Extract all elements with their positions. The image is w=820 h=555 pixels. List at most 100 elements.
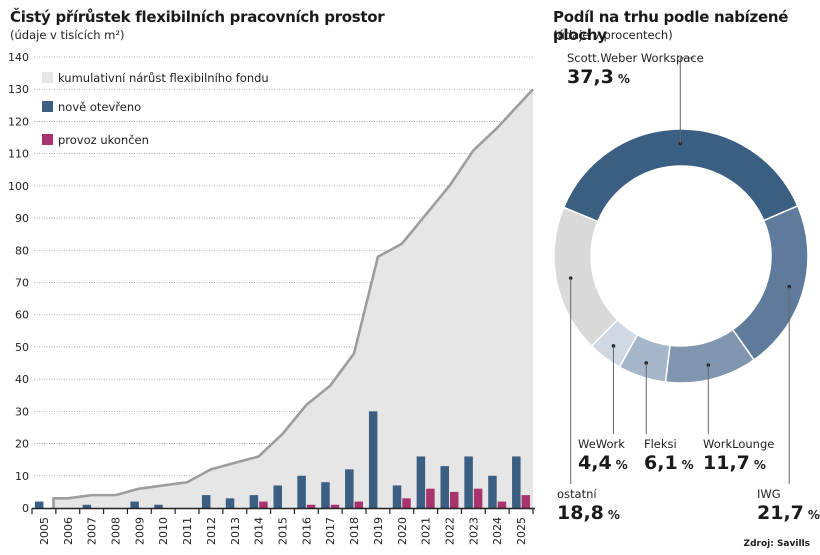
legend-swatch xyxy=(42,101,53,112)
bar-closed xyxy=(521,495,531,508)
y-tick-label: 0 xyxy=(22,502,29,515)
bar-closed xyxy=(354,501,364,508)
slice-unit: % xyxy=(618,72,630,86)
leader-line xyxy=(679,57,694,144)
bar-opened xyxy=(464,456,473,508)
y-tick-label: 110 xyxy=(8,148,29,161)
bar-opened xyxy=(201,495,211,508)
slice-name: WorkLounge xyxy=(703,437,774,451)
bars xyxy=(34,411,531,508)
y-tick-label: 140 xyxy=(8,51,29,64)
slice-value: 18,8 xyxy=(557,502,604,524)
slice-name: ostatní xyxy=(557,487,597,501)
x-tick-label: 2019 xyxy=(372,517,385,545)
slice-unit: % xyxy=(808,508,820,522)
x-tick-label: 2005 xyxy=(38,517,51,545)
donut-slice xyxy=(553,206,619,348)
y-tick-label: 20 xyxy=(15,438,29,451)
legend-swatch xyxy=(42,134,53,145)
bar-closed xyxy=(402,498,411,508)
bar-opened xyxy=(154,504,163,508)
x-tick-label: 2025 xyxy=(515,517,528,545)
left-chart-title: Čistý přírůstek flexibilních pracovních … xyxy=(10,8,385,26)
x-tick-label: 2006 xyxy=(62,517,75,545)
y-tick-label: 90 xyxy=(15,212,29,225)
bar-opened xyxy=(273,485,282,508)
x-tick-label: 2017 xyxy=(324,517,337,545)
y-tick-label: 50 xyxy=(15,341,29,354)
left-chart-subtitle: (údaje v tisících m²) xyxy=(10,28,125,42)
x-tick-label: 2013 xyxy=(229,517,242,545)
bar-opened xyxy=(416,456,426,508)
bar-opened xyxy=(368,411,378,508)
right-chart-subtitle: (údaje v procentech) xyxy=(553,28,673,42)
slice-value: 37,3 xyxy=(567,66,614,88)
bar-opened xyxy=(392,485,402,508)
bar-closed xyxy=(330,504,340,508)
bar-opened xyxy=(345,469,354,508)
bar-opened xyxy=(249,495,259,508)
slice-unit: % xyxy=(616,458,628,472)
bar-opened xyxy=(130,501,139,508)
bar-closed xyxy=(497,501,507,508)
axes: 2005 2006 2007 2008 2009 2010 2011 2012 2013 2014… xyxy=(31,507,535,545)
slice-value: 6,1 xyxy=(644,452,678,474)
right-chart-title: Podíl na trhu podle nabízené plochy xyxy=(553,8,789,44)
legend-label: provoz ukončen xyxy=(58,133,149,147)
x-tick-label: 2010 xyxy=(157,517,170,545)
slice-name: WeWork xyxy=(578,437,625,451)
legend: kumulativní nárůst flexibilního fondu nov… xyxy=(42,71,269,147)
slice-unit: % xyxy=(608,508,620,522)
bar-opened xyxy=(488,475,497,508)
cumulative-area xyxy=(52,88,534,508)
bar-closed xyxy=(473,488,483,508)
legend-label: kumulativní nárůst flexibilního fondu xyxy=(58,71,269,85)
bar-opened xyxy=(225,498,235,508)
y-tick-label: 70 xyxy=(15,277,29,290)
slice-name: Scott.Weber Workspace xyxy=(567,51,704,65)
bar-opened xyxy=(34,501,44,508)
x-tick-label: 2016 xyxy=(300,517,313,545)
slice-name: IWG xyxy=(757,487,781,501)
y-tick-label: 100 xyxy=(8,180,29,193)
x-tick-label: 2007 xyxy=(86,517,99,545)
y-tick-label: 120 xyxy=(8,115,29,128)
donut-slice xyxy=(731,204,809,361)
slice-name: Fleksi xyxy=(644,437,677,451)
cumulative-line xyxy=(52,88,534,508)
slice-unit: % xyxy=(754,458,766,472)
x-tick-label: 2018 xyxy=(348,517,361,545)
y-tick-label: 30 xyxy=(15,405,29,418)
x-tick-label: 2023 xyxy=(467,517,480,545)
x-tick-label: 2012 xyxy=(205,517,218,545)
x-tick-label: 2014 xyxy=(253,517,266,545)
x-tick-label: 2009 xyxy=(133,517,146,545)
bar-closed xyxy=(426,488,435,508)
donut-slice xyxy=(562,128,799,223)
legend-label: nově otevřeno xyxy=(58,100,141,114)
source-note: Zdroj: Savills xyxy=(743,539,810,549)
bar-closed xyxy=(259,501,268,508)
y-tick-label: 40 xyxy=(15,373,29,386)
slice-value: 11,7 xyxy=(703,452,750,474)
slice-value: 21,7 xyxy=(757,502,804,524)
x-tick-label: 2011 xyxy=(181,517,194,545)
bar-closed xyxy=(306,504,316,508)
bar-opened xyxy=(82,504,92,508)
x-tick-label: 2020 xyxy=(396,517,409,545)
y-tick-label: 60 xyxy=(15,309,29,322)
cumulative-area-fill xyxy=(53,89,533,508)
bar-opened xyxy=(321,482,330,508)
slice-value: 4,4 xyxy=(578,452,612,474)
x-tick-label: 2021 xyxy=(420,517,433,545)
slice-unit: % xyxy=(682,458,694,472)
bar-closed xyxy=(450,491,459,508)
x-tick-label: 2015 xyxy=(277,517,290,545)
y-tick-label: 130 xyxy=(8,83,29,96)
legend-swatch xyxy=(42,72,53,83)
y-tick-label: 10 xyxy=(15,470,29,483)
bar-opened xyxy=(297,475,306,508)
x-tick-label: 2008 xyxy=(110,517,123,545)
